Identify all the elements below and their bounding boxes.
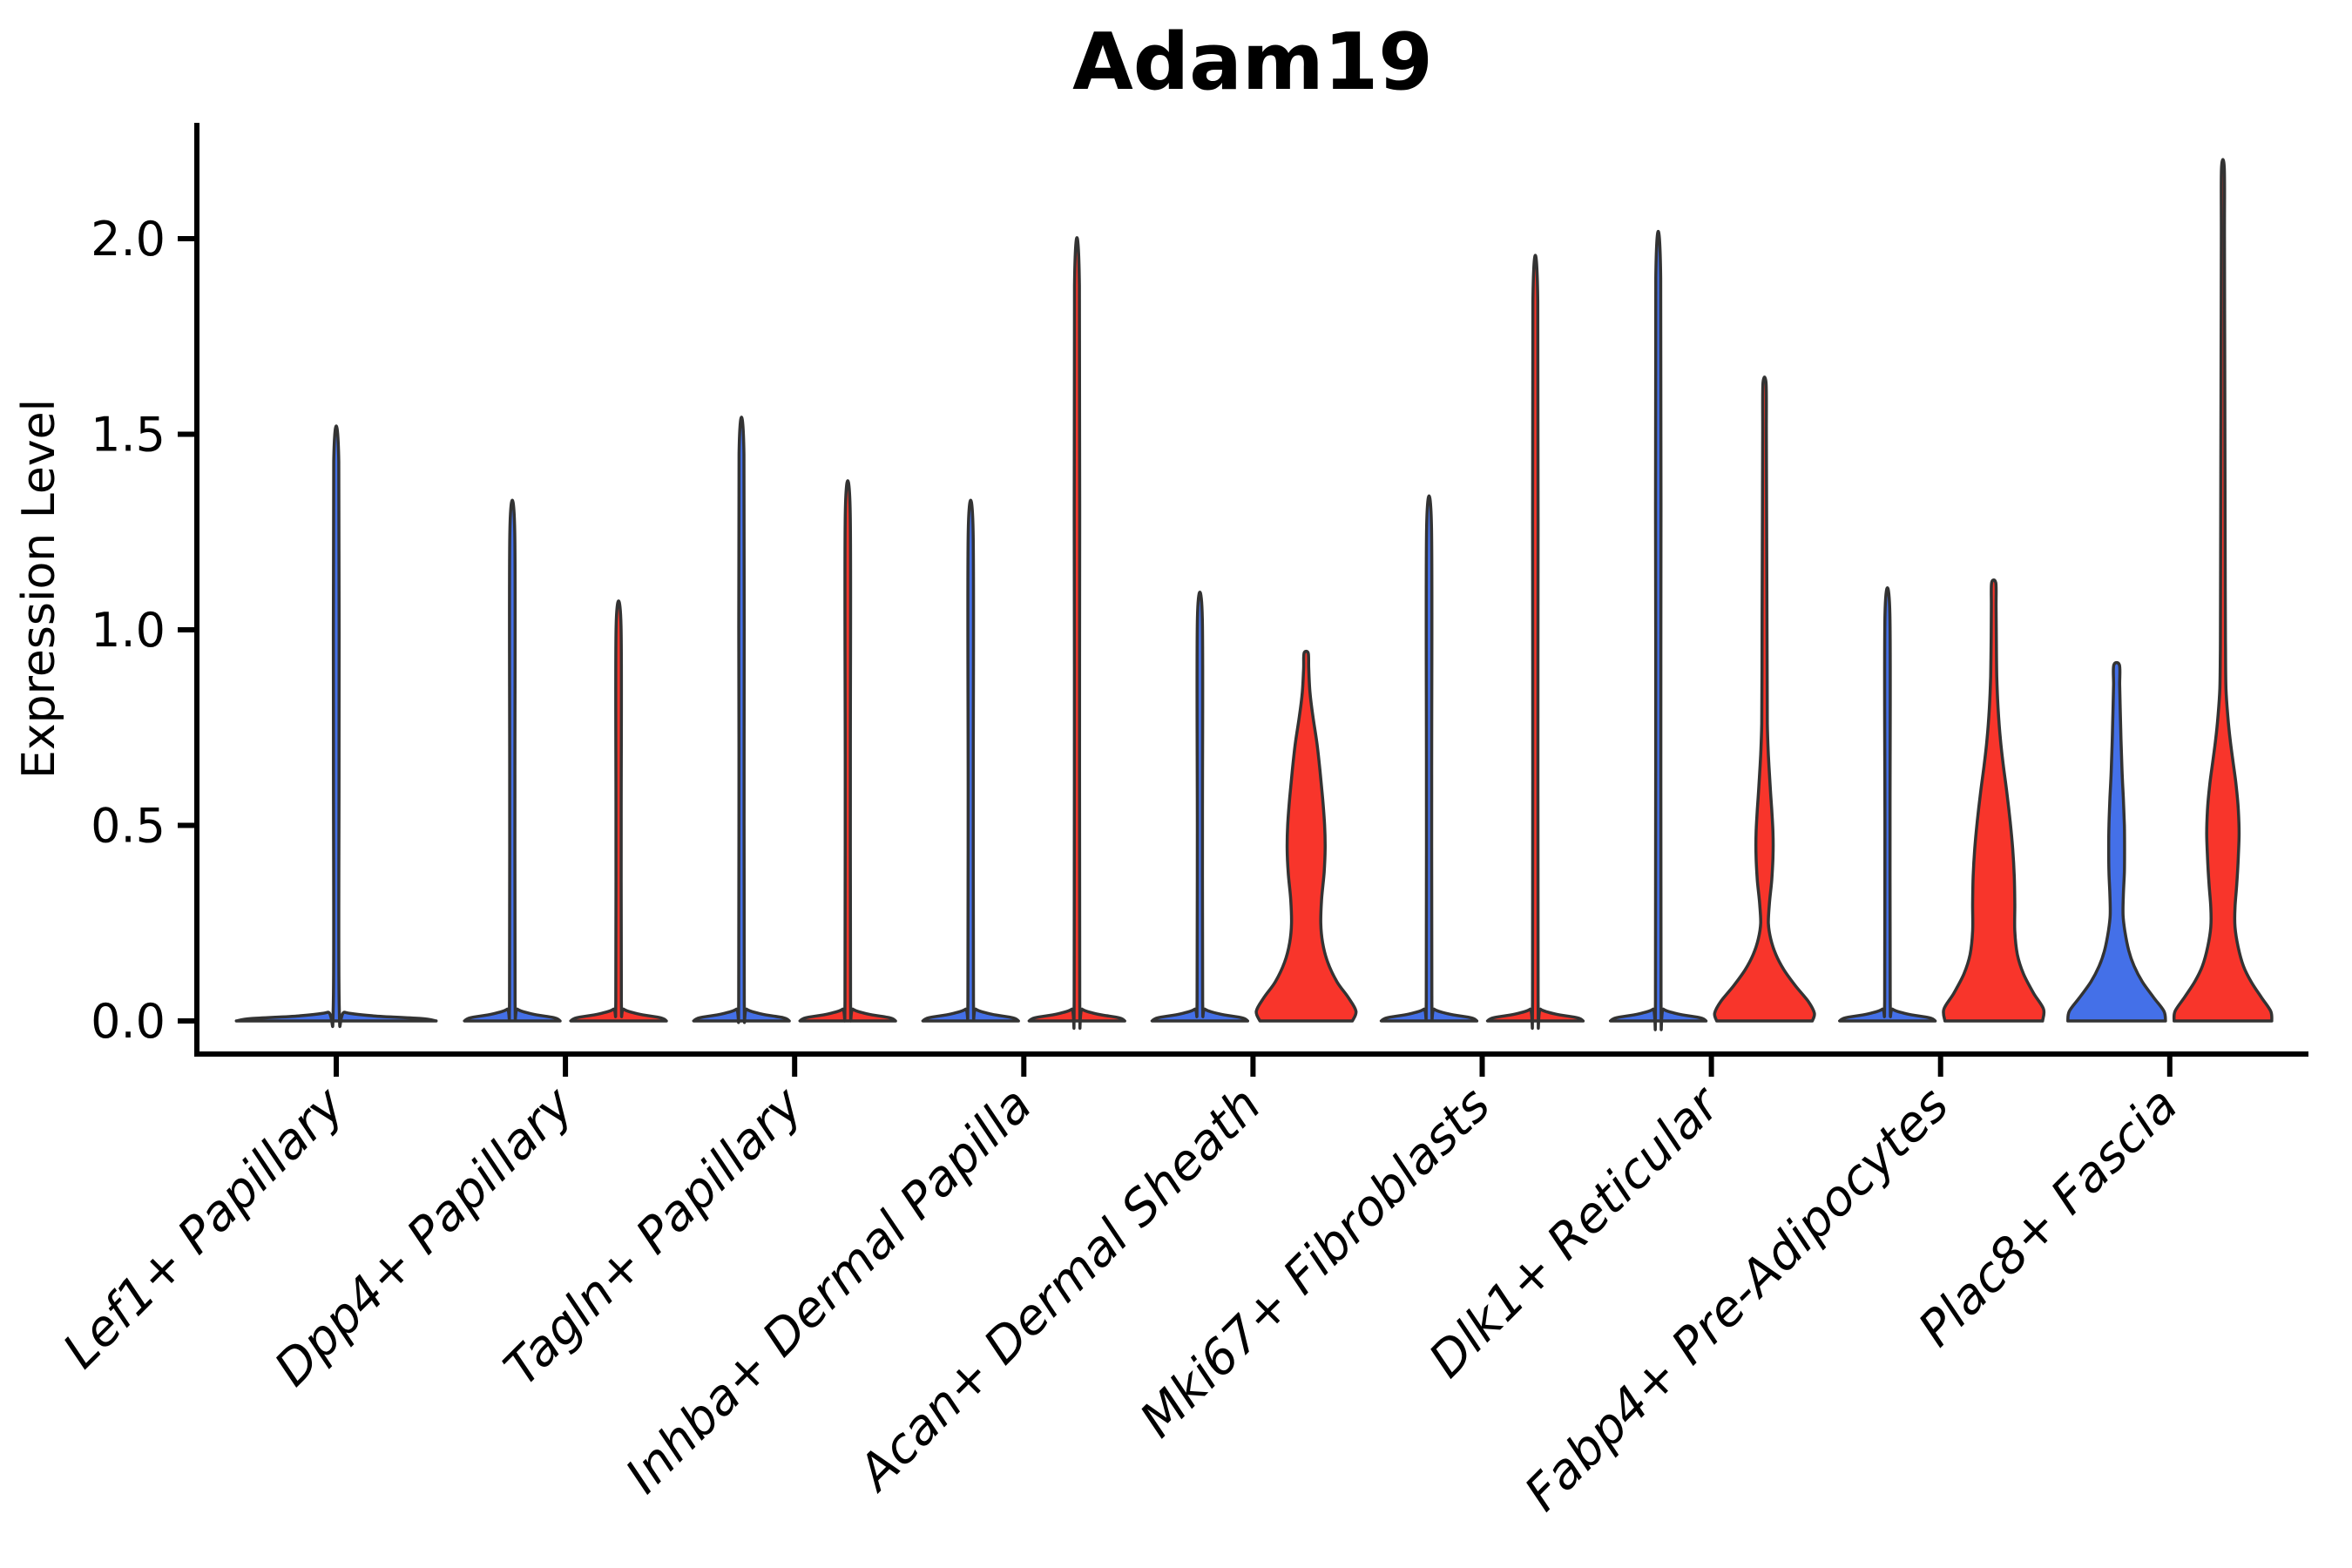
violin-mki67-fibroblasts-left [1379, 494, 1479, 1023]
y-tick-label: 2.0 [91, 212, 166, 267]
y-tick-label: 0.5 [91, 799, 166, 854]
violin-inhba-dermal-papilla-right [1027, 236, 1126, 1031]
y-tick-label: 0.0 [91, 994, 166, 1049]
violin-lef1-papillary-center [234, 424, 438, 1029]
violin-inhba-dermal-papilla-left [921, 498, 1020, 1023]
violin-fabp4-pre-adipocytes-right [1942, 578, 2046, 1023]
violin-mki67-fibroblasts-right [1485, 253, 1585, 1031]
violin-tagln-papillary-right [798, 479, 897, 1023]
violin-acan-dermal-sheath-left [1150, 591, 1250, 1023]
y-tick-label: 1.0 [91, 603, 166, 658]
chart-title: Adam19 [1072, 17, 1433, 108]
violin-dpp4-papillary-left [463, 498, 562, 1023]
y-axis-label: Expression Level [13, 399, 65, 779]
violin-acan-dermal-sheath-right [1254, 649, 1358, 1023]
violin-dpp4-papillary-right [569, 599, 668, 1023]
violin-dlk1-reticular-right [1713, 375, 1816, 1023]
violin-fabp4-pre-adipocytes-left [1838, 585, 1937, 1023]
violin-plac8-fascia-left [2066, 660, 2167, 1023]
violins-layer [234, 158, 2274, 1031]
violin-dlk1-reticular-left [1608, 230, 1708, 1031]
violin-plac8-fascia-right [2172, 158, 2274, 1023]
violin-tagln-papillary-left [692, 416, 791, 1024]
y-tick-label: 1.5 [91, 408, 166, 463]
axes-layer: 0.0 0.5 1.0 1.5 2.0 [91, 123, 2308, 1077]
